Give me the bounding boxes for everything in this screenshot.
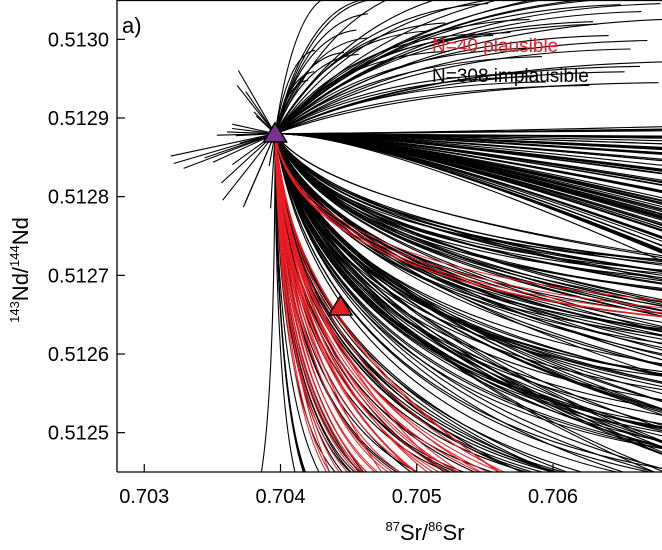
legend-implausible: N=308 implausible [432,66,589,87]
implausible-curve-249 [274,35,609,135]
implausible-curve-211 [274,29,357,134]
implausible-curve-247 [274,133,662,448]
implausible-curve-240 [274,133,662,284]
implausible-curve-143 [274,133,662,448]
plausible-curve-34 [274,133,662,318]
plausible-curve-39 [274,133,499,472]
implausible-curve-285 [274,3,661,135]
implausible-curve-300 [274,39,648,135]
implausible-curve-296 [275,133,662,154]
axes-frame [116,0,662,473]
implausible-curve-251 [274,53,359,134]
implausible-curve-213 [274,49,316,134]
implausible-curve-182 [274,133,662,336]
implausible-curve-277 [274,133,662,259]
implausible-curve-15 [274,33,476,135]
x-axis-label: 87Sr/86Sr [385,519,464,545]
implausible-curve-246 [274,133,620,472]
implausible-curve-292 [274,22,446,134]
plausible-curve-17 [274,133,662,309]
plausible-curve-33 [274,133,662,314]
legend-plausible: N=40 plausible [432,36,558,57]
plausible-curve-32 [274,133,662,301]
target-marker [327,294,354,316]
y-tick-label-4: 0.5129 [48,108,109,130]
plausible-curve-28 [274,133,362,472]
implausible-curve-266 [274,51,345,134]
implausible-curve-192 [274,133,662,416]
implausible-curve-167 [274,133,657,472]
plausible-curves-group [274,133,662,472]
y-label-sup1: 143 [7,301,22,323]
implausible-curve-237 [274,56,542,135]
y-label-base2: Nd [8,217,33,245]
implausible-curve-179 [274,82,659,135]
y-tick-label-5: 0.5130 [48,29,109,51]
plausible-curve-38 [274,133,327,472]
implausible-curves-group [170,0,662,472]
implausible-curve-297 [274,0,374,134]
implausible-curve-283 [274,133,662,312]
implausible-curve-20 [274,47,533,135]
source-marker [262,121,288,143]
y-tick-label-0: 0.5125 [48,423,109,445]
implausible-curve-305 [274,34,494,135]
implausible-curve-267 [274,0,493,135]
y-tick-label-1: 0.5126 [48,344,109,366]
implausible-steep-curve-310 [274,133,320,472]
implausible-curve-86 [274,133,662,426]
implausible-curve-99 [274,48,631,135]
implausible-curve-265 [274,133,662,469]
implausible-curve-34 [274,0,323,134]
implausible-curve-290 [274,133,662,330]
implausible-curve-258 [274,65,641,135]
implausible-curve-291 [274,133,662,472]
implausible-steep-curve-309 [274,133,296,472]
implausible-curve-180 [170,133,276,157]
implausible-curve-302 [274,133,662,279]
implausible-steep-curve-308 [260,133,276,472]
y-tick-label-2: 0.5127 [48,265,109,287]
tick-marks: 0.703 0.704 0.705 0.706 0.5125 0.5126 0.5127 0.… [48,29,578,508]
implausible-curve-288 [274,133,662,442]
legend: N=40 plausible N=308 implausible [432,36,589,87]
panel-label: a) [122,13,142,38]
implausible-curve-301 [275,133,662,215]
y-label-sup2: 144 [7,245,22,267]
y-axis-label: 143Nd/144Nd [7,217,33,323]
plausible-curve-31 [274,133,449,472]
x-label-sup1: 87 [385,519,399,534]
implausible-curve-97 [274,0,535,135]
implausible-curve-94 [274,76,535,135]
x-tick-label-2: 0.705 [392,486,442,508]
plausible-curve-37 [274,133,368,472]
implausible-curve-298 [275,133,662,183]
implausible-curve-263 [274,133,662,273]
implausible-curve-201 [274,71,625,135]
x-tick-label-0: 0.703 [119,486,169,508]
x-label-base2: Sr [443,520,465,545]
implausible-curve-135 [274,0,545,135]
plausible-curve-35 [274,133,429,472]
implausible-curve-299 [274,133,662,430]
implausible-curve-178 [274,18,662,135]
implausible-curve-244 [274,72,527,135]
implausible-curve-306 [237,70,276,134]
x-tick-label-3: 0.706 [528,486,578,508]
implausible-curve-293 [275,133,662,247]
y-label-base1: Nd/ [8,266,33,301]
y-tick-label-3: 0.5128 [48,187,109,209]
x-tick-label-1: 0.704 [255,486,305,508]
endmember-markers [262,121,354,316]
x-label-sup2: 86 [428,519,442,534]
plausible-curve-36 [274,133,390,472]
x-label-base1: Sr/ [400,520,429,545]
plausible-curve-29 [274,133,331,472]
implausible-curve-124 [274,133,662,336]
implausible-curve-286 [274,4,621,135]
